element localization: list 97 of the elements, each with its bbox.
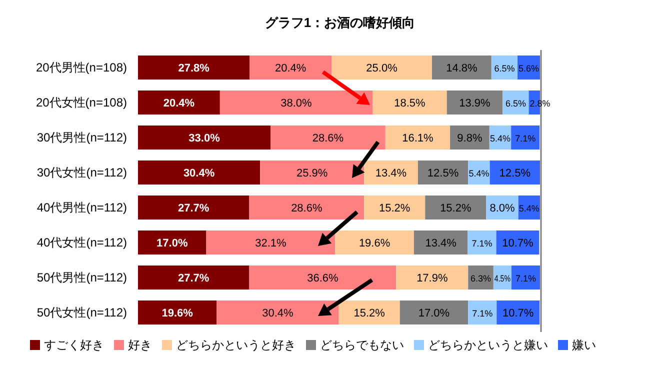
data-label: 7.1% [515, 274, 536, 284]
bar [260, 160, 364, 184]
bar [468, 300, 497, 324]
y-tick-label: 50代女性(n=112) [36, 306, 127, 320]
data-label: 10.7% [502, 238, 534, 250]
data-label: 7.1% [472, 308, 493, 318]
bar [138, 160, 260, 184]
data-label: 5.6% [518, 64, 540, 74]
data-label: 5.4% [490, 134, 510, 144]
data-label: 14.8% [446, 62, 478, 74]
bar [446, 90, 503, 114]
y-tick-label: 50代男性(n=112) [36, 270, 127, 284]
bar [138, 56, 250, 80]
bar [138, 196, 250, 220]
data-label: 7.1% [472, 238, 492, 248]
legend-label: どちらかというと嫌い [428, 338, 548, 352]
bar [490, 160, 540, 184]
data-label: 38.0% [280, 98, 312, 110]
data-label: 17.0% [418, 308, 450, 320]
chart-title: グラフ1：お酒の嗜好傾向 [264, 15, 416, 30]
y-tick-label: 20代女性(n=108) [36, 96, 127, 110]
data-label: 36.6% [307, 272, 339, 284]
data-label: 19.6% [358, 238, 390, 250]
data-label: 15.2% [379, 202, 410, 214]
data-label: 18.5% [394, 98, 426, 110]
bar [138, 90, 220, 114]
data-label: 5.4% [518, 204, 540, 214]
bar [468, 230, 496, 254]
data-label: 25.0% [366, 62, 398, 74]
bar [432, 56, 492, 80]
data-label: 12.5% [499, 168, 531, 180]
bar [250, 56, 332, 80]
data-label: 7.1% [515, 134, 536, 144]
data-label: 20.4% [163, 98, 195, 110]
bar [335, 230, 414, 254]
y-tick-label: 20代男性(n=108) [36, 60, 127, 74]
data-label: 30.4% [262, 308, 294, 320]
data-label: 6.3% [470, 274, 492, 284]
bar [138, 300, 217, 324]
bar [216, 300, 339, 324]
bar [138, 126, 271, 150]
data-label: 33.0% [188, 132, 220, 144]
data-label: 30.4% [183, 168, 215, 180]
bar [138, 266, 250, 290]
data-label: 6.5% [505, 98, 526, 108]
bar [220, 90, 373, 114]
data-label: 10.7% [502, 308, 534, 320]
data-label: 27.7% [178, 272, 210, 284]
legend-label: 嫌い [572, 338, 596, 352]
bar [414, 230, 468, 254]
bar [249, 196, 364, 220]
data-label: 19.6% [162, 308, 194, 320]
bar [400, 300, 468, 324]
y-tick-label: 40代女性(n=112) [36, 236, 127, 250]
data-label: 17.9% [416, 272, 448, 284]
bar [138, 230, 206, 254]
legend-label: どちらかというと好き [176, 338, 296, 352]
data-label: 28.6% [291, 202, 322, 214]
bar [511, 266, 540, 290]
data-label: 16.1% [402, 132, 434, 144]
data-label: 32.1% [255, 238, 287, 250]
legend-label: すごく好き [44, 338, 104, 352]
bar [372, 90, 447, 114]
data-label: 20.4% [275, 62, 306, 74]
data-label: 12.5% [427, 168, 459, 180]
bar [418, 160, 468, 184]
data-label: 17.0% [156, 238, 188, 250]
data-label: 28.6% [312, 132, 344, 144]
bar [511, 126, 540, 150]
data-label: 13.9% [459, 98, 491, 110]
bar [425, 196, 486, 220]
bar [270, 126, 386, 150]
data-label: 13.4% [425, 238, 457, 250]
data-label: 5.4% [468, 168, 490, 178]
bar [206, 230, 336, 254]
data-label: 25.9% [296, 168, 328, 180]
data-label: 15.2% [440, 202, 472, 214]
data-label: 4.5% [494, 274, 515, 284]
data-label: 27.8% [178, 62, 210, 74]
legend-label: どちらでもない [320, 338, 404, 352]
legend-label: 好き [128, 338, 152, 352]
bar [502, 90, 529, 114]
bar [364, 196, 426, 220]
data-label: 6.5% [494, 64, 515, 74]
bar [332, 56, 432, 80]
bar [396, 266, 468, 290]
data-label: 9.8% [457, 132, 482, 144]
data-label: 27.7% [178, 202, 210, 214]
y-tick-label: 30代女性(n=112) [36, 166, 127, 180]
bar [249, 266, 396, 290]
y-tick-label: 30代男性(n=112) [36, 130, 127, 144]
y-tick-label: 40代男性(n=112) [36, 200, 127, 214]
data-label: 15.2% [354, 308, 386, 320]
bar [385, 126, 450, 150]
data-label: 8.0% [490, 202, 515, 214]
bar [496, 230, 540, 254]
data-label: 13.4% [375, 168, 407, 180]
